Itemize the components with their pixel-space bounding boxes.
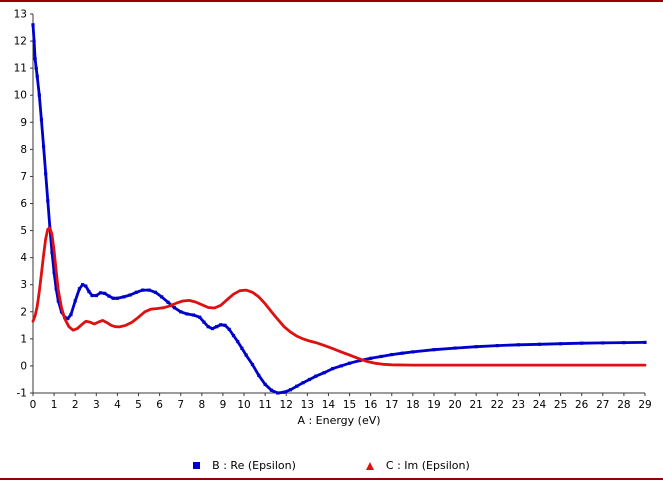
svg-text:21: 21 bbox=[469, 399, 482, 411]
svg-text:13: 13 bbox=[301, 399, 314, 411]
svg-text:13: 13 bbox=[14, 9, 27, 21]
svg-text:10: 10 bbox=[14, 90, 27, 102]
svg-text:0: 0 bbox=[30, 399, 37, 411]
svg-text:27: 27 bbox=[596, 399, 609, 411]
svg-text:20: 20 bbox=[448, 399, 461, 411]
svg-text:6: 6 bbox=[20, 198, 27, 210]
svg-text:18: 18 bbox=[406, 399, 419, 411]
svg-text:24: 24 bbox=[533, 399, 547, 411]
svg-text:28: 28 bbox=[617, 399, 630, 411]
svg-text:11: 11 bbox=[258, 399, 271, 411]
legend-item-im-epsilon: C : Im (Epsilon) bbox=[365, 459, 470, 472]
svg-text:29: 29 bbox=[638, 399, 651, 411]
svg-text:6: 6 bbox=[156, 399, 163, 411]
svg-text:15: 15 bbox=[343, 399, 356, 411]
svg-text:4: 4 bbox=[114, 399, 121, 411]
svg-text:3: 3 bbox=[93, 399, 100, 411]
svg-text:14: 14 bbox=[322, 399, 336, 411]
chart-svg: A : Energy (eV) 0 1 2 3 4 5 6 7 8 9 10 11 12 13 14 15 16… bbox=[14, 9, 652, 428]
svg-text:1: 1 bbox=[51, 399, 58, 411]
svg-text:7: 7 bbox=[177, 399, 184, 411]
svg-text:3: 3 bbox=[20, 279, 27, 291]
svg-text:2: 2 bbox=[72, 399, 79, 411]
svg-text:0: 0 bbox=[20, 360, 27, 372]
legend-square-marker-icon bbox=[193, 462, 201, 469]
svg-text:12: 12 bbox=[280, 399, 293, 411]
chart-legend: B : Re (Epsilon) C : Im (Epsilon) bbox=[0, 459, 663, 472]
legend-label-im-epsilon: C : Im (Epsilon) bbox=[385, 459, 470, 472]
legend-item-re-epsilon: B : Re (Epsilon) bbox=[193, 459, 296, 472]
svg-text:11: 11 bbox=[14, 63, 27, 75]
svg-text:-1: -1 bbox=[17, 388, 27, 400]
svg-text:5: 5 bbox=[20, 225, 27, 237]
svg-text:10: 10 bbox=[237, 399, 250, 411]
svg-text:4: 4 bbox=[20, 252, 27, 264]
x-axis-title: A : Energy (eV) bbox=[297, 414, 380, 427]
legend-triangle-marker-icon bbox=[365, 461, 374, 470]
svg-text:16: 16 bbox=[364, 399, 378, 411]
svg-text:23: 23 bbox=[512, 399, 525, 411]
svg-text:8: 8 bbox=[20, 144, 27, 156]
svg-text:17: 17 bbox=[385, 399, 398, 411]
svg-text:12: 12 bbox=[14, 36, 27, 48]
svg-text:26: 26 bbox=[575, 399, 589, 411]
svg-text:1: 1 bbox=[20, 333, 27, 345]
legend-label-re-epsilon: B : Re (Epsilon) bbox=[212, 459, 296, 472]
svg-text:8: 8 bbox=[198, 399, 205, 411]
svg-text:22: 22 bbox=[491, 399, 504, 411]
window-top-border-line bbox=[0, 0, 663, 2]
svg-text:5: 5 bbox=[135, 399, 142, 411]
svg-text:2: 2 bbox=[20, 306, 27, 318]
svg-text:9: 9 bbox=[20, 117, 27, 129]
svg-text:25: 25 bbox=[554, 399, 567, 411]
svg-text:9: 9 bbox=[220, 399, 227, 411]
window-bottom-border-line bbox=[0, 478, 663, 480]
svg-text:19: 19 bbox=[427, 399, 440, 411]
svg-text:7: 7 bbox=[20, 171, 27, 183]
